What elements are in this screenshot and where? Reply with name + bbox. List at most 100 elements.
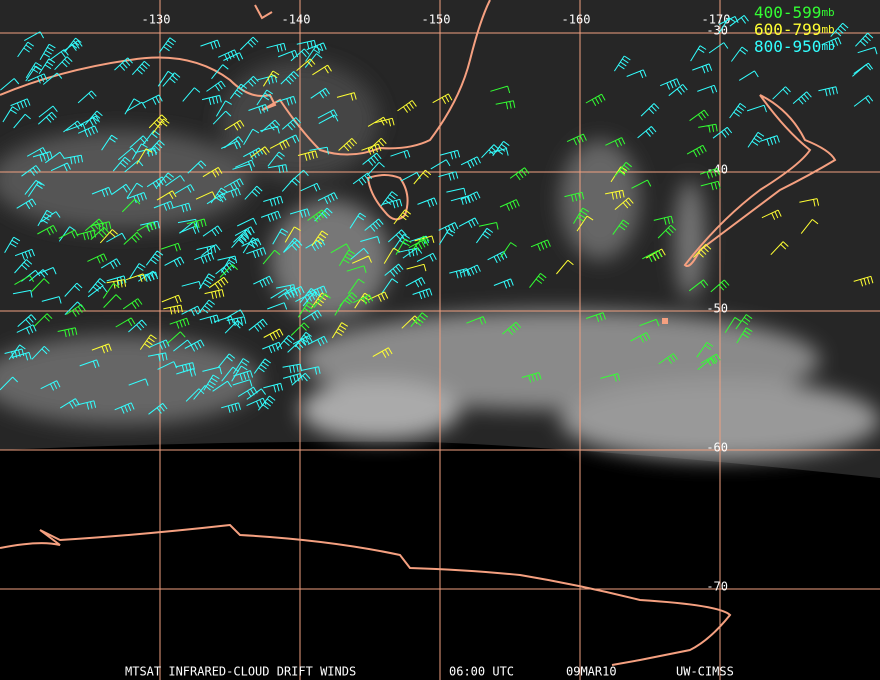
wind-barb [88,278,106,293]
wind-barb [660,78,681,90]
wind-barb [310,87,330,99]
wind-barb [184,339,205,352]
wind-barb [121,198,141,213]
wind-barb [223,136,244,149]
wind-barb [642,250,663,263]
wind-barb [256,89,273,106]
wind-barb [37,111,57,125]
wind-barb [122,298,143,310]
wind-barb [500,242,517,258]
wind-barb [11,351,32,361]
wind-barb [481,144,500,159]
wind-barb [267,302,288,310]
wind-barb [103,294,122,308]
wind-barb [217,255,238,264]
wind-barb [262,249,281,265]
wind-barb [761,209,782,220]
wind-barb [147,352,168,362]
wind-barb [204,289,225,300]
wind-barb [331,322,349,339]
wind-barb [16,198,37,210]
wind-barb [153,200,174,211]
wind-barb [855,32,874,47]
wind-barb [91,221,112,232]
wind-barb [194,252,215,264]
wind-barb [27,181,45,197]
wind-barb [352,172,373,186]
wind-barb [287,339,307,353]
wind-barb [630,332,651,343]
wind-barb [289,169,309,183]
wind-barb [263,195,284,207]
wind-barb [353,294,374,305]
wind-barb [66,304,86,317]
wind-barb [600,373,621,382]
wind-barb [14,275,35,286]
longitude-label: -130 [142,13,171,27]
wind-barb [125,273,146,282]
wind-barb [226,316,247,327]
wind-barb [416,252,437,263]
wind-barb [146,139,165,154]
wind-barb [244,185,263,200]
wind-barb [240,75,259,90]
wind-barb [395,238,412,255]
wind-barb [466,316,487,325]
wind-barb [64,282,83,297]
wind-barb [382,198,403,209]
wind-barb [179,225,200,234]
wind-barb [262,70,280,87]
wind-barb [450,195,471,205]
wind-barb [91,343,112,354]
wind-barb [282,373,303,384]
wind-barb [799,198,820,207]
wind-barb [208,276,229,290]
wind-barb [458,217,479,228]
wind-barb [124,160,144,173]
wind-barb [438,171,459,181]
wind-barb [117,147,137,161]
wind-barb [263,328,284,341]
wind-barb [201,244,221,256]
wind-barb [156,172,175,188]
wind-barb [302,309,322,321]
wind-barb [736,327,753,344]
wind-barb [708,42,729,54]
wind-barb [57,327,78,338]
wind-barb [136,221,157,233]
wind-barb [31,278,50,292]
wind-barb [63,154,83,165]
wind-barb [400,171,421,182]
wind-barb [289,208,310,218]
wind-barb [258,395,276,411]
wind-barb [84,110,103,126]
latitude-label: -30 [706,24,728,38]
wind-barb [770,241,789,256]
antarctica-coast [0,523,732,666]
wind-barb [236,217,257,227]
wind-barb [257,74,278,85]
wind-barb [63,40,83,52]
wind-barb [297,150,318,161]
wind-barb [40,211,61,223]
wind-barb [211,64,229,80]
wind-barb [792,91,812,105]
wind-barb [24,31,45,42]
wind-barb [614,161,633,177]
wind-barb [393,209,412,225]
wind-barb [307,209,327,223]
wind-barb [126,192,147,204]
wind-barb [114,402,135,414]
wind-barb [276,95,297,106]
wind-barb [128,263,146,279]
wind-barb [460,156,481,169]
wind-barb [852,64,872,77]
wind-barb [330,243,351,254]
wind-barb [718,17,736,34]
wind-barb [253,275,274,288]
wind-barb [160,242,181,252]
wind-barb [283,237,301,253]
wind-barb [242,237,259,254]
wind-barb [317,192,338,205]
